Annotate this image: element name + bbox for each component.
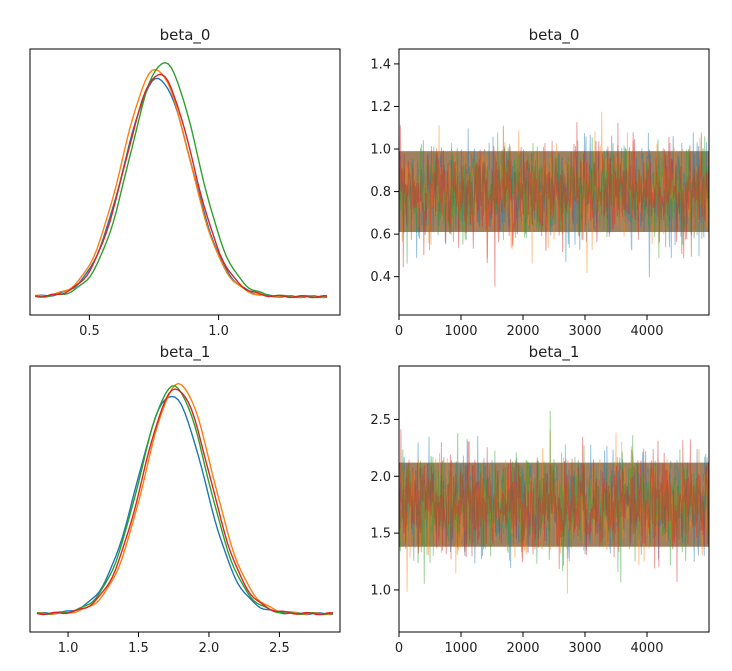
- x-tick-label: 1000: [444, 324, 477, 339]
- axes-frame: [398, 48, 710, 316]
- x-tick-label: 1.0: [208, 324, 229, 339]
- kde-line-chain-0: [35, 77, 328, 299]
- x-tick-label: 4000: [630, 324, 663, 339]
- x-tick-label: 2000: [506, 641, 539, 656]
- y-tick-label: 0.8: [370, 185, 391, 200]
- trace-core-band: [399, 462, 709, 547]
- panel-title: beta_0: [529, 26, 580, 45]
- kde-line-chain-3: [36, 388, 334, 616]
- trace-line-chain-0: [399, 435, 709, 569]
- panel-trace-beta-0: beta_0 0.4 0.6 0.8 1.0 1.2 1.4 0 1000 2000 3000 40…: [370, 26, 710, 339]
- y-tick-label: 1.5: [370, 527, 391, 542]
- kde-line-chain-1: [36, 382, 334, 616]
- axes-frame: [29, 365, 341, 633]
- trace-line-chain-1: [399, 430, 709, 594]
- x-tick-label: 0: [395, 324, 403, 339]
- y-tick-label: 1.4: [370, 57, 391, 72]
- y-tick-label: 2.0: [370, 470, 391, 485]
- panel-title: beta_1: [160, 343, 211, 362]
- y-tick-label: 1.0: [370, 143, 391, 158]
- kde-line-chain-0: [36, 395, 334, 616]
- y-tick-label: 2.5: [370, 413, 391, 428]
- x-tick-label: 4000: [630, 641, 663, 656]
- y-tick-label: 0.6: [370, 228, 391, 243]
- kde-line-chain-1: [35, 68, 328, 299]
- y-tick-label: 1.0: [370, 583, 391, 598]
- trace-line-chain-2: [399, 132, 709, 264]
- trace-line-chain-3: [399, 122, 709, 287]
- x-tick-label: 0: [395, 641, 403, 656]
- panel-title: beta_1: [529, 343, 580, 362]
- x-tick-label: 2.0: [199, 641, 220, 656]
- trace-core-band: [399, 151, 709, 233]
- trace-line-chain-1: [399, 111, 709, 273]
- panel-kde-beta-1: beta_1 1.0 1.5 2.0 2.5: [29, 343, 341, 656]
- axes-frame: [29, 48, 341, 316]
- x-tick-label: 0.5: [79, 324, 100, 339]
- trace-line-chain-2: [399, 410, 709, 584]
- kde-line-chain-3: [35, 73, 328, 299]
- panel-kde-beta-0: beta_0 0.5 1.0: [29, 26, 341, 339]
- x-tick-label: 3000: [568, 324, 601, 339]
- y-tick-label: 0.4: [370, 270, 391, 285]
- x-tick-label: 3000: [568, 641, 601, 656]
- panel-title: beta_0: [160, 26, 211, 45]
- x-tick-label: 1.5: [128, 641, 149, 656]
- x-tick-label: 2.5: [269, 641, 290, 656]
- x-tick-label: 1.0: [58, 641, 79, 656]
- x-tick-label: 2000: [506, 324, 539, 339]
- axes-frame: [398, 365, 710, 633]
- x-tick-label: 1000: [444, 641, 477, 656]
- kde-line-chain-2: [35, 61, 328, 299]
- kde-line-chain-2: [36, 385, 334, 616]
- trace-line-chain-0: [399, 128, 709, 278]
- trace-line-chain-3: [399, 429, 709, 583]
- y-tick-label: 1.2: [370, 100, 391, 115]
- panel-trace-beta-1: beta_1 1.0 1.5 2.0 2.5 0 1000 2000 3000 4000: [370, 343, 710, 656]
